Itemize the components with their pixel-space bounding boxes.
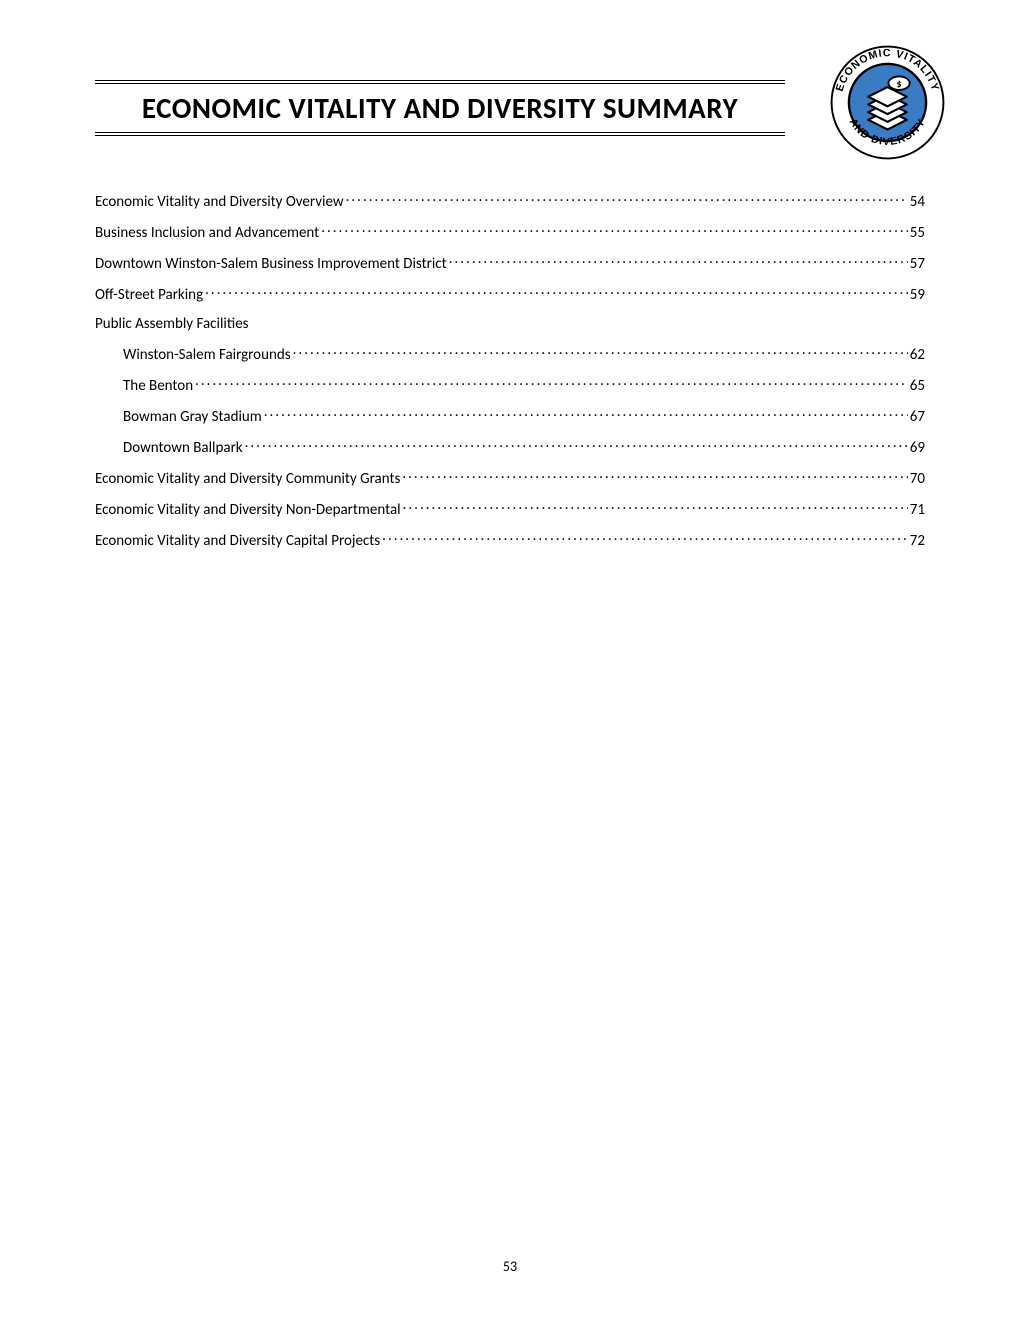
toc-label: Downtown Winston-Salem Business Improvem… [95, 255, 447, 273]
toc-label: Winston-Salem Fairgrounds [123, 346, 291, 364]
toc-row: Winston-Salem Fairgrounds 62 [95, 344, 925, 364]
toc-label: Economic Vitality and Diversity Communit… [95, 470, 400, 488]
toc-label: Economic Vitality and Diversity Overview [95, 193, 344, 211]
toc-leader [293, 344, 908, 359]
toc-page: 71 [910, 501, 925, 519]
toc-label: Off-Street Parking [95, 286, 203, 304]
toc-label: The Benton [123, 377, 193, 395]
toc-page: 65 [910, 377, 925, 395]
toc-row: Economic Vitality and Diversity Capital … [95, 530, 925, 550]
header: ECONOMIC VITALITY AND DIVERSITY SUMMARY … [95, 80, 925, 136]
toc-leader [195, 375, 908, 390]
toc-leader [403, 499, 908, 514]
toc-label: Bowman Gray Stadium [123, 408, 262, 426]
page-number: 53 [0, 1258, 1020, 1275]
toc-leader [382, 530, 908, 545]
toc-label: Business Inclusion and Advancement [95, 224, 319, 242]
toc-section-head: Public Assembly Facilities [95, 315, 925, 333]
toc-label: Economic Vitality and Diversity Capital … [95, 532, 380, 550]
logo-badge: $ ECONOMIC VITALITY AND DIVERSITY [820, 35, 955, 170]
page-title: ECONOMIC VITALITY AND DIVERSITY SUMMARY [95, 90, 785, 126]
svg-text:$: $ [897, 78, 902, 90]
toc-row: Downtown Ballpark 69 [95, 437, 925, 457]
toc-page: 67 [910, 408, 925, 426]
toc-row: Business Inclusion and Advancement 55 [95, 222, 925, 242]
toc-leader [245, 437, 908, 452]
toc-page: 57 [910, 255, 925, 273]
toc-page: 62 [910, 346, 925, 364]
toc-page: 69 [910, 439, 925, 457]
toc-row: Bowman Gray Stadium 67 [95, 406, 925, 426]
toc-leader [346, 191, 908, 206]
toc-leader [449, 253, 908, 268]
table-of-contents: Economic Vitality and Diversity Overview… [95, 191, 925, 550]
toc-row: Economic Vitality and Diversity Overview… [95, 191, 925, 211]
toc-row: Economic Vitality and Diversity Communit… [95, 468, 925, 488]
title-rule: ECONOMIC VITALITY AND DIVERSITY SUMMARY [95, 80, 785, 136]
toc-leader [402, 468, 907, 483]
toc-leader [321, 222, 908, 237]
toc-page: 55 [910, 224, 925, 242]
toc-leader [205, 284, 908, 299]
toc-row: Downtown Winston-Salem Business Improvem… [95, 253, 925, 273]
toc-row: Off-Street Parking 59 [95, 284, 925, 304]
toc-page: 54 [910, 193, 925, 211]
toc-page: 59 [910, 286, 925, 304]
toc-label: Economic Vitality and Diversity Non-Depa… [95, 501, 401, 519]
toc-label: Downtown Ballpark [123, 439, 243, 457]
logo-svg: $ ECONOMIC VITALITY AND DIVERSITY [820, 35, 955, 170]
toc-page: 72 [910, 532, 925, 550]
toc-leader [264, 406, 908, 421]
toc-page: 70 [910, 470, 925, 488]
toc-row: The Benton 65 [95, 375, 925, 395]
toc-row: Economic Vitality and Diversity Non-Depa… [95, 499, 925, 519]
